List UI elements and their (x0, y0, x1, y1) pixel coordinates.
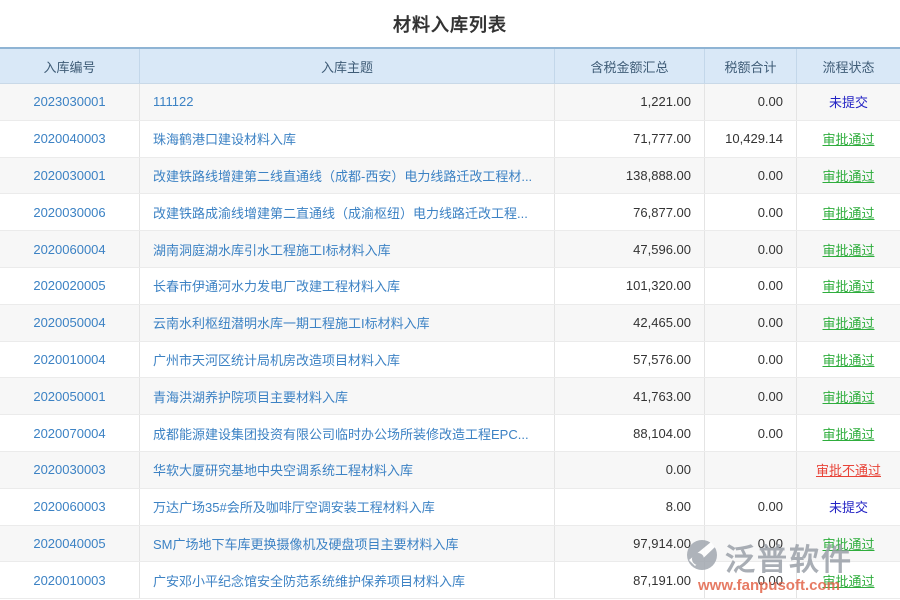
column-header-amount[interactable]: 含税金额汇总 (555, 49, 705, 83)
amount-cell: 47,596.00 (555, 231, 705, 267)
amount-cell: 0.00 (555, 451, 705, 488)
table-row: 2020070004 成都能源建设集团投资有限公司临时办公场所装修改造工程EPC… (0, 415, 900, 452)
inbound-table: 入库编号 入库主题 含税金额汇总 税额合计 流程状态 2023030001 11… (0, 47, 900, 600)
tax-cell: 0.00 (705, 341, 797, 378)
status-link[interactable]: 未提交 (828, 500, 868, 516)
amount-cell: 97,914.00 (555, 525, 705, 562)
entry-id-link[interactable]: 2020070004 (0, 415, 140, 451)
status-link[interactable]: 未提交 (828, 95, 868, 111)
status-link[interactable]: 审批不通过 (815, 463, 881, 479)
amount-cell: 8.00 (555, 488, 705, 525)
table-row: 2020030003 华软大厦研究基地中央空调系统工程材料入库 0.00 审批不… (0, 451, 900, 489)
table-row: 2020030001 改建铁路线增建第二线直通线（成都-西安）电力线路迁改工程材… (0, 157, 900, 195)
subject-link[interactable]: 云南水利枢纽潜明水库一期工程施工I标材料入库 (140, 304, 555, 341)
amount-cell: 57,576.00 (555, 341, 705, 378)
table-row: 2020060004 湖南洞庭湖水库引水工程施工I标材料入库 47,596.00… (0, 231, 900, 268)
subject-link[interactable]: 青海洪湖养护院项目主要材料入库 (140, 378, 555, 415)
table-row: 2020010003 广安邓小平纪念馆安全防范系统维护保养项目材料入库 87,1… (0, 562, 900, 600)
status-link[interactable]: 审批通过 (822, 389, 875, 405)
table-row: 2020040005 SM广场地下车库更换摄像机及硬盘项目主要材料入库 97,9… (0, 525, 900, 563)
status-link[interactable]: 审批通过 (822, 205, 875, 221)
tax-cell: 0.00 (705, 267, 797, 304)
entry-id-link[interactable]: 2020030003 (0, 451, 140, 488)
column-header-entry-id[interactable]: 入库编号 (0, 49, 140, 83)
entry-id-link[interactable]: 2020050004 (0, 304, 140, 341)
table-header-row: 入库编号 入库主题 含税金额汇总 税额合计 流程状态 (0, 49, 900, 84)
status-link[interactable]: 审批通过 (822, 573, 875, 589)
amount-cell: 41,763.00 (555, 378, 705, 415)
entry-id-link[interactable]: 2020060004 (0, 231, 140, 267)
subject-link[interactable]: 万达广场35#会所及咖啡厅空调安装工程材料入库 (140, 488, 555, 525)
entry-id-link[interactable]: 2020010004 (0, 341, 140, 378)
tax-cell: 0.00 (705, 378, 797, 415)
amount-cell: 42,465.00 (555, 304, 705, 341)
subject-link[interactable]: 成都能源建设集团投资有限公司临时办公场所装修改造工程EPC... (140, 415, 555, 451)
status-link[interactable]: 审批通过 (822, 426, 875, 442)
page-title: 材料入库列表 (393, 14, 507, 35)
status-link[interactable]: 审批通过 (822, 168, 875, 184)
table-row: 2020050004 云南水利枢纽潜明水库一期工程施工I标材料入库 42,465… (0, 304, 900, 342)
subject-link[interactable]: 华软大厦研究基地中央空调系统工程材料入库 (140, 451, 555, 488)
status-link[interactable]: 审批通过 (822, 242, 875, 258)
status-link[interactable]: 审批通过 (822, 536, 875, 552)
table-row: 2020010004 广州市天河区统计局机房改造项目材料入库 57,576.00… (0, 341, 900, 379)
tax-cell: 0.00 (705, 84, 797, 120)
amount-cell: 1,221.00 (555, 84, 705, 120)
title-bar: 材料入库列表 (0, 0, 900, 47)
entry-id-link[interactable]: 2020030001 (0, 157, 140, 194)
column-header-tax-total[interactable]: 税额合计 (705, 49, 797, 83)
column-header-subject[interactable]: 入库主题 (140, 49, 555, 83)
table-row: 2023030001 111122 1,221.00 0.00 未提交 (0, 84, 900, 121)
subject-link[interactable]: 长春市伊通河水力发电厂改建工程材料入库 (140, 267, 555, 304)
tax-cell: 0.00 (705, 525, 797, 562)
status-link[interactable]: 审批通过 (822, 132, 875, 148)
column-header-status[interactable]: 流程状态 (822, 59, 875, 75)
subject-link[interactable]: 珠海鹤港口建设材料入库 (140, 120, 555, 157)
table-row: 2020050001 青海洪湖养护院项目主要材料入库 41,763.00 0.0… (0, 378, 900, 416)
tax-cell: 0.00 (705, 415, 797, 451)
table-row: 2020030006 改建铁路成渝线增建第二直通线（成渝枢纽）电力线路迁改工程.… (0, 194, 900, 232)
tax-cell: 0.00 (705, 488, 797, 525)
table-row: 2020040003 珠海鹤港口建设材料入库 71,777.00 10,429.… (0, 120, 900, 158)
tax-cell: 0.00 (705, 562, 797, 599)
subject-link[interactable]: 广州市天河区统计局机房改造项目材料入库 (140, 341, 555, 378)
entry-id-link[interactable]: 2020020005 (0, 267, 140, 304)
subject-link[interactable]: SM广场地下车库更换摄像机及硬盘项目主要材料入库 (140, 525, 555, 562)
subject-link[interactable]: 广安邓小平纪念馆安全防范系统维护保养项目材料入库 (140, 562, 555, 599)
entry-id-link[interactable]: 2020050001 (0, 378, 140, 415)
entry-id-link[interactable]: 2023030001 (0, 84, 140, 120)
amount-cell: 88,104.00 (555, 415, 705, 451)
tax-cell (705, 451, 797, 488)
entry-id-link[interactable]: 2020010003 (0, 562, 140, 599)
table-body: 2023030001 111122 1,221.00 0.00 未提交 2020… (0, 84, 900, 600)
status-link[interactable]: 审批通过 (822, 316, 875, 332)
entry-id-link[interactable]: 2020040005 (0, 525, 140, 562)
tax-cell: 0.00 (705, 194, 797, 231)
subject-link[interactable]: 湖南洞庭湖水库引水工程施工I标材料入库 (140, 231, 555, 267)
amount-cell: 87,191.00 (555, 562, 705, 599)
amount-cell: 138,888.00 (555, 157, 705, 194)
amount-cell: 71,777.00 (555, 120, 705, 157)
tax-cell: 0.00 (705, 231, 797, 267)
amount-cell: 101,320.00 (555, 267, 705, 304)
table-row: 2020060003 万达广场35#会所及咖啡厅空调安装工程材料入库 8.00 … (0, 488, 900, 526)
tax-cell: 0.00 (705, 157, 797, 194)
subject-link[interactable]: 111122 (140, 84, 555, 120)
table-row: 2020020005 长春市伊通河水力发电厂改建工程材料入库 101,320.0… (0, 267, 900, 305)
amount-cell: 76,877.00 (555, 194, 705, 231)
status-link[interactable]: 审批通过 (822, 279, 875, 295)
subject-link[interactable]: 改建铁路成渝线增建第二直通线（成渝枢纽）电力线路迁改工程... (140, 194, 555, 231)
entry-id-link[interactable]: 2020030006 (0, 194, 140, 231)
entry-id-link[interactable]: 2020040003 (0, 120, 140, 157)
tax-cell: 0.00 (705, 304, 797, 341)
tax-cell: 10,429.14 (705, 120, 797, 157)
status-link[interactable]: 审批通过 (822, 352, 875, 368)
entry-id-link[interactable]: 2020060003 (0, 488, 140, 525)
subject-link[interactable]: 改建铁路线增建第二线直通线（成都-西安）电力线路迁改工程材... (140, 157, 555, 194)
